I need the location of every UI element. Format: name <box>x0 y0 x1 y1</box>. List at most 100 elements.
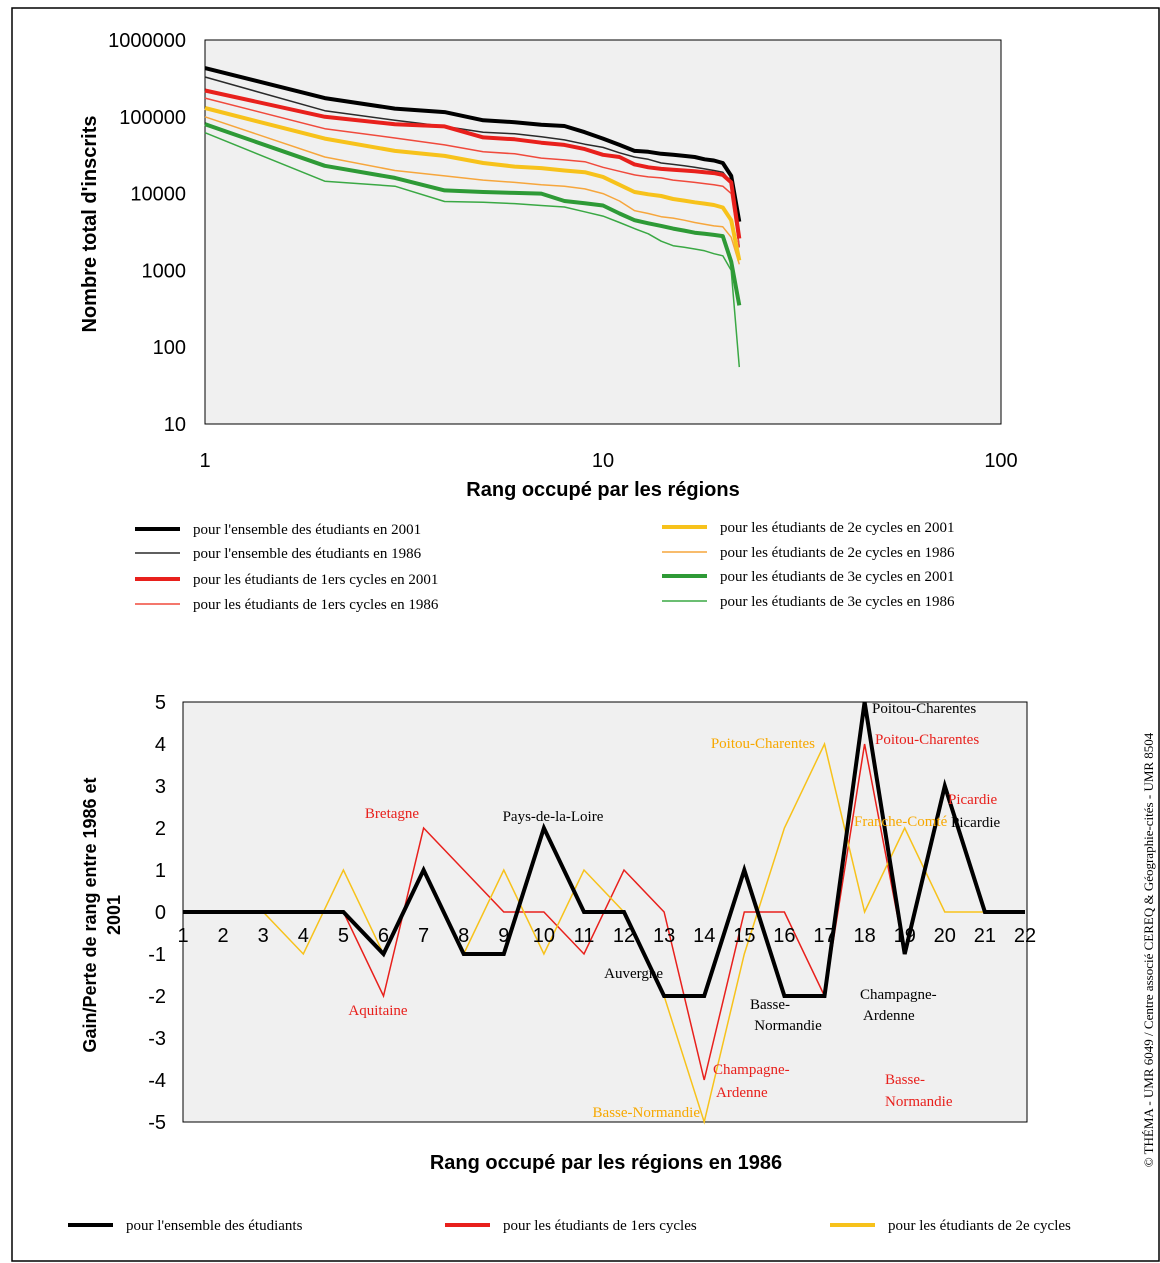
bottom-x-tick-label: 7 <box>418 925 429 947</box>
bottom-x-tick-label: 15 <box>733 925 755 947</box>
bottom-x-tick-label: 14 <box>693 925 715 947</box>
top-series-line <box>204 122 742 306</box>
bottom-x-tick-label: 8 <box>458 925 469 947</box>
top-y-tick-label: 100 <box>153 337 186 359</box>
top-y-axis-label: Nombre total d'inscrits <box>79 115 101 332</box>
bottom-y-tick-label: 1 <box>155 860 166 882</box>
credit-text: © THÉMA - UMR 6049 / Centre associé CERE… <box>1141 732 1156 1167</box>
bottom-annotation: Basse- <box>750 997 790 1013</box>
top-x-tick-label: 1 <box>199 450 210 472</box>
top-x-tick-label: 100 <box>984 450 1017 472</box>
bottom-annotation: Ardenne <box>863 1008 915 1024</box>
bottom-x-tick-label: 2 <box>218 925 229 947</box>
top-series-lines <box>204 66 742 368</box>
bottom-x-tick-label: 9 <box>498 925 509 947</box>
bottom-x-tick-label: 3 <box>258 925 269 947</box>
bottom-x-tick-labels: 1 2 3 4 5 6 7 8 9 10 11 12 13 14 15 16 17 18 19 20 21 22 <box>177 925 1036 947</box>
bottom-legend-label: pour l'ensemble des étudiants <box>126 1218 303 1234</box>
top-x-axis-label: Rang occupé par les régions <box>466 479 739 501</box>
bottom-legend-label: pour les étudiants de 1ers cycles <box>503 1218 697 1234</box>
bottom-y-axis-label-line1: Gain/Perte de rang entre 1986 et <box>80 777 100 1052</box>
bottom-y-axis-label-line2: 2001 <box>104 895 124 935</box>
bottom-x-tick-label: 18 <box>853 925 875 947</box>
bottom-annotation: Poitou-Charentes <box>711 736 815 752</box>
bottom-x-tick-label: 11 <box>574 925 595 947</box>
bottom-annotation: Auvergne <box>604 966 663 982</box>
bottom-legend: pour l'ensemble des étudiants pour les ét… <box>68 1218 1071 1234</box>
top-legend-label: pour l'ensemble des étudiants en 1986 <box>193 546 422 562</box>
top-legend-label: pour les étudiants de 1ers cycles en 198… <box>193 597 439 613</box>
bottom-y-tick-label: 5 <box>155 692 166 714</box>
top-legend-label: pour les étudiants de 3e cycles en 1986 <box>720 594 955 610</box>
bottom-annotation: Poitou-Charentes <box>875 732 979 748</box>
top-series-line <box>204 116 741 265</box>
bottom-series-lines <box>183 701 1025 1125</box>
bottom-annotation: Basse-Normandie <box>593 1105 701 1121</box>
bottom-x-tick-label: 13 <box>653 925 675 947</box>
top-series-line <box>204 88 742 239</box>
bottom-annotation: Normandie <box>885 1094 953 1110</box>
bottom-x-tick-label: 20 <box>934 925 956 947</box>
bottom-x-axis-label: Rang occupé par les régions en 1986 <box>430 1152 782 1174</box>
top-legend-label: pour l'ensemble des étudiants en 2001 <box>193 522 421 538</box>
bottom-x-tick-label: 12 <box>613 925 635 947</box>
top-y-tick-labels: 10 100 1000 10000 100000 1000000 <box>108 30 186 436</box>
bottom-annotation: Poitou-Charentes <box>872 701 976 717</box>
bottom-annotation: Picardie <box>951 815 1000 831</box>
bottom-annotation: Champagne- <box>713 1062 790 1078</box>
bottom-annotation: Franche-Comté <box>854 814 948 830</box>
bottom-x-tick-label: 10 <box>533 925 555 947</box>
top-chart: 10 100 1000 10000 100000 1000000 1 10 100 Nombr… <box>79 30 1018 613</box>
bottom-y-tick-label: 2 <box>155 818 166 840</box>
top-x-tick-label: 10 <box>592 450 614 472</box>
top-legend-label: pour les étudiants de 2e cycles en 2001 <box>720 520 955 536</box>
top-y-tick-label: 1000 <box>142 260 187 282</box>
bottom-y-tick-label: -3 <box>148 1028 166 1050</box>
bottom-y-tick-label: 0 <box>155 902 166 924</box>
top-legend-label: pour les étudiants de 3e cycles en 2001 <box>720 569 955 585</box>
top-y-tick-label: 10 <box>164 414 186 436</box>
bottom-annotation: Normandie <box>754 1018 822 1034</box>
bottom-y-tick-label: 4 <box>155 734 166 756</box>
top-series-line <box>204 66 742 223</box>
bottom-y-tick-label: 3 <box>155 776 166 798</box>
top-legend-label: pour les étudiants de 1ers cycles en 200… <box>193 572 438 588</box>
bottom-x-tick-label: 17 <box>813 925 835 947</box>
bottom-y-tick-label: -2 <box>148 986 166 1008</box>
bottom-annotation: Picardie <box>948 792 997 808</box>
bottom-y-tick-label: -4 <box>148 1070 166 1092</box>
bottom-x-tick-label: 1 <box>177 925 188 947</box>
bottom-legend-label: pour les étudiants de 2e cycles <box>888 1218 1071 1234</box>
top-y-tick-label: 100000 <box>119 107 186 129</box>
bottom-y-tick-label: -1 <box>148 944 166 966</box>
top-x-tick-labels: 1 10 100 <box>199 450 1017 472</box>
bottom-y-tick-labels: 5 4 3 2 1 0 -1 -2 -3 -4 -5 <box>148 692 166 1134</box>
bottom-annotations: Poitou-Charentes Poitou-Charentes Poitou-C… <box>348 701 1000 1121</box>
top-y-tick-label: 10000 <box>130 184 186 206</box>
top-y-tick-label: 1000000 <box>108 30 186 52</box>
bottom-x-tick-label: 16 <box>773 925 795 947</box>
bottom-annotation: Ardenne <box>716 1085 768 1101</box>
bottom-annotation: Basse- <box>885 1072 925 1088</box>
top-plot-area <box>204 39 1002 425</box>
bottom-annotation: Bretagne <box>365 806 419 822</box>
bottom-x-tick-label: 4 <box>298 925 309 947</box>
bottom-y-tick-label: -5 <box>148 1112 166 1134</box>
bottom-x-tick-label: 21 <box>974 925 996 947</box>
bottom-annotation: Pays-de-la-Loire <box>503 809 604 825</box>
bottom-x-tick-label: 22 <box>1014 925 1036 947</box>
top-series-line <box>204 76 741 248</box>
bottom-x-tick-label: 6 <box>378 925 389 947</box>
bottom-annotation: Aquitaine <box>348 1003 407 1019</box>
top-series-line <box>204 97 741 248</box>
top-legend: pour l'ensemble des étudiants en 2001 pou… <box>135 520 955 613</box>
bottom-x-tick-label: 5 <box>338 925 349 947</box>
bottom-annotation: Champagne- <box>860 987 937 1003</box>
bottom-x-tick-label: 19 <box>894 925 916 947</box>
bottom-series-line <box>183 701 1025 998</box>
top-legend-label: pour les étudiants de 2e cycles en 1986 <box>720 545 955 561</box>
top-series-line <box>204 132 741 368</box>
top-series-line <box>204 106 742 261</box>
